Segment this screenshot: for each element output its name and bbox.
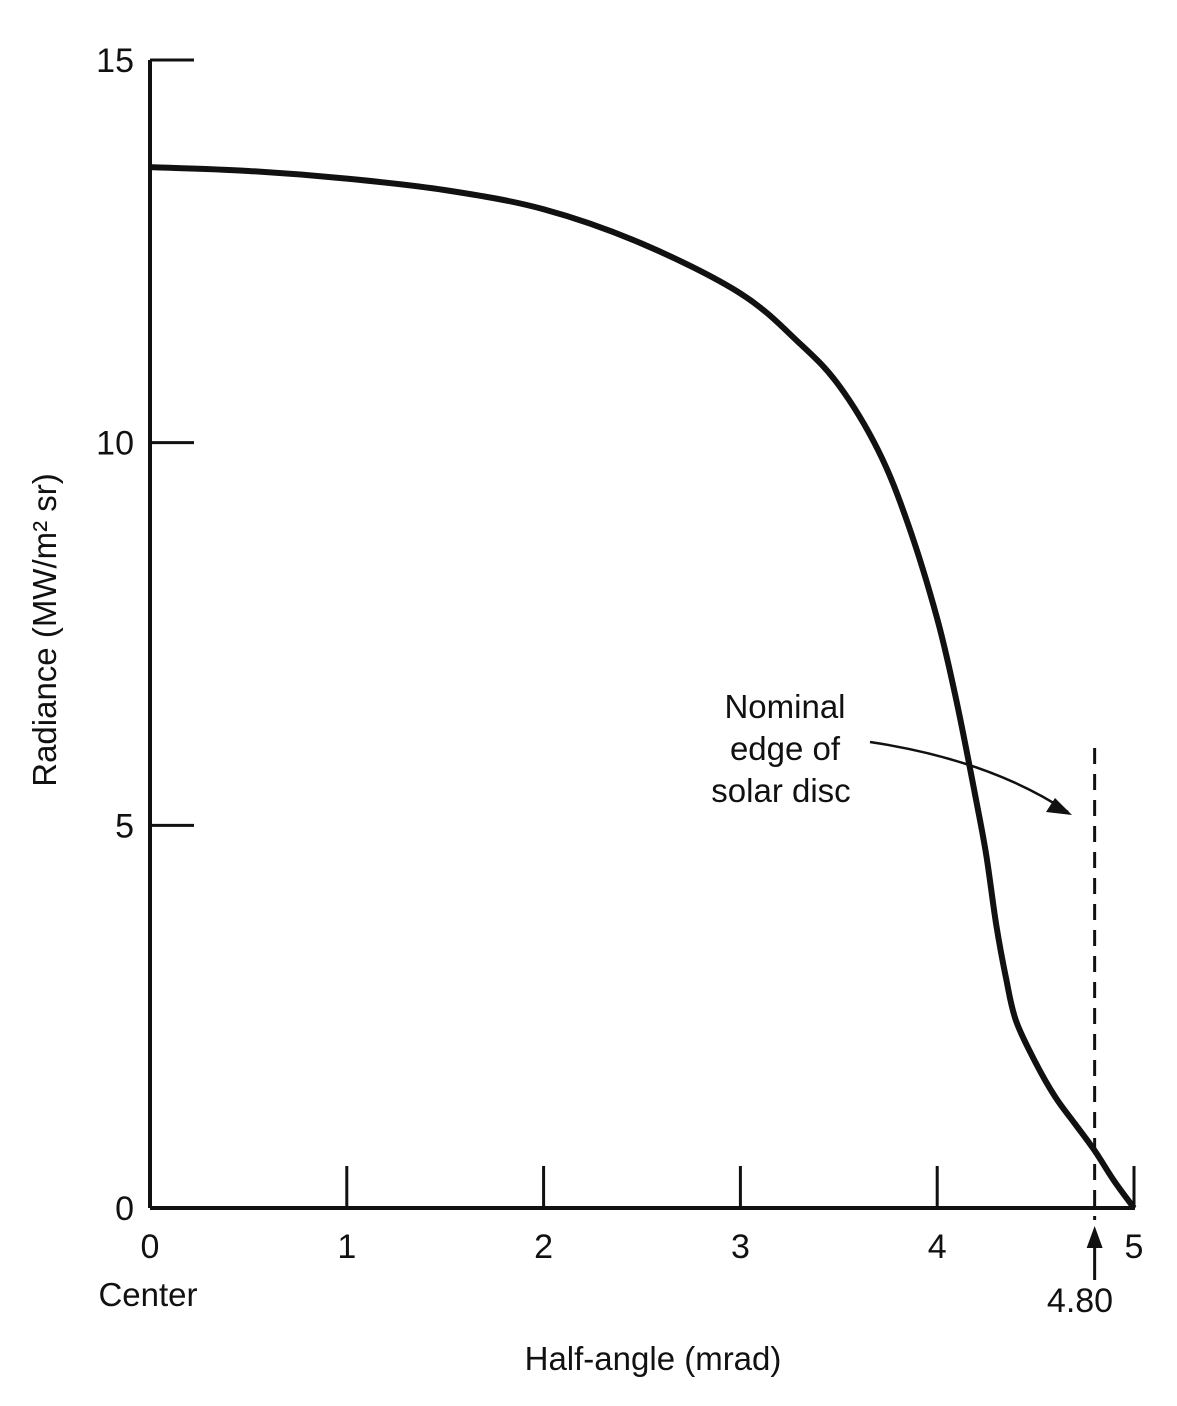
- edge-marker-group: [869, 740, 1103, 1280]
- edge-leader-arrowhead: [1046, 798, 1072, 815]
- series-group: [149, 164, 1137, 1210]
- x-axis-center-label: Center: [98, 1276, 197, 1313]
- edge-annotation-line-2: edge of: [730, 730, 841, 767]
- y-axis-title: Radiance (MW/m² sr): [26, 473, 63, 787]
- edge-leader-line: [869, 740, 1069, 814]
- x-tick-label: 4: [928, 1228, 947, 1266]
- x-tick-label: 2: [534, 1228, 553, 1266]
- y-tick-label: 5: [115, 807, 134, 845]
- edge-annotation-line-1: Nominal: [724, 688, 845, 725]
- edge-pointer-arrowhead: [1086, 1226, 1103, 1248]
- x-tick-label: 1: [337, 1228, 356, 1266]
- axis-ticks: 0 1 2 3 4 5 0 5 10 15: [96, 42, 1143, 1266]
- x-tick-label: 0: [141, 1228, 160, 1266]
- x-tick-label: 3: [731, 1228, 750, 1266]
- y-tick-label: 15: [96, 42, 134, 80]
- y-tick-label: 10: [96, 425, 134, 463]
- y-tick-label: 0: [115, 1190, 134, 1228]
- x-axis-title: Half-angle (mrad): [525, 1340, 782, 1377]
- x-tick-label: 5: [1125, 1228, 1144, 1266]
- radiance-curve: [149, 164, 1137, 1210]
- edge-value-label: 4.80: [1047, 1282, 1113, 1320]
- edge-annotation-line-3: solar disc: [711, 772, 850, 809]
